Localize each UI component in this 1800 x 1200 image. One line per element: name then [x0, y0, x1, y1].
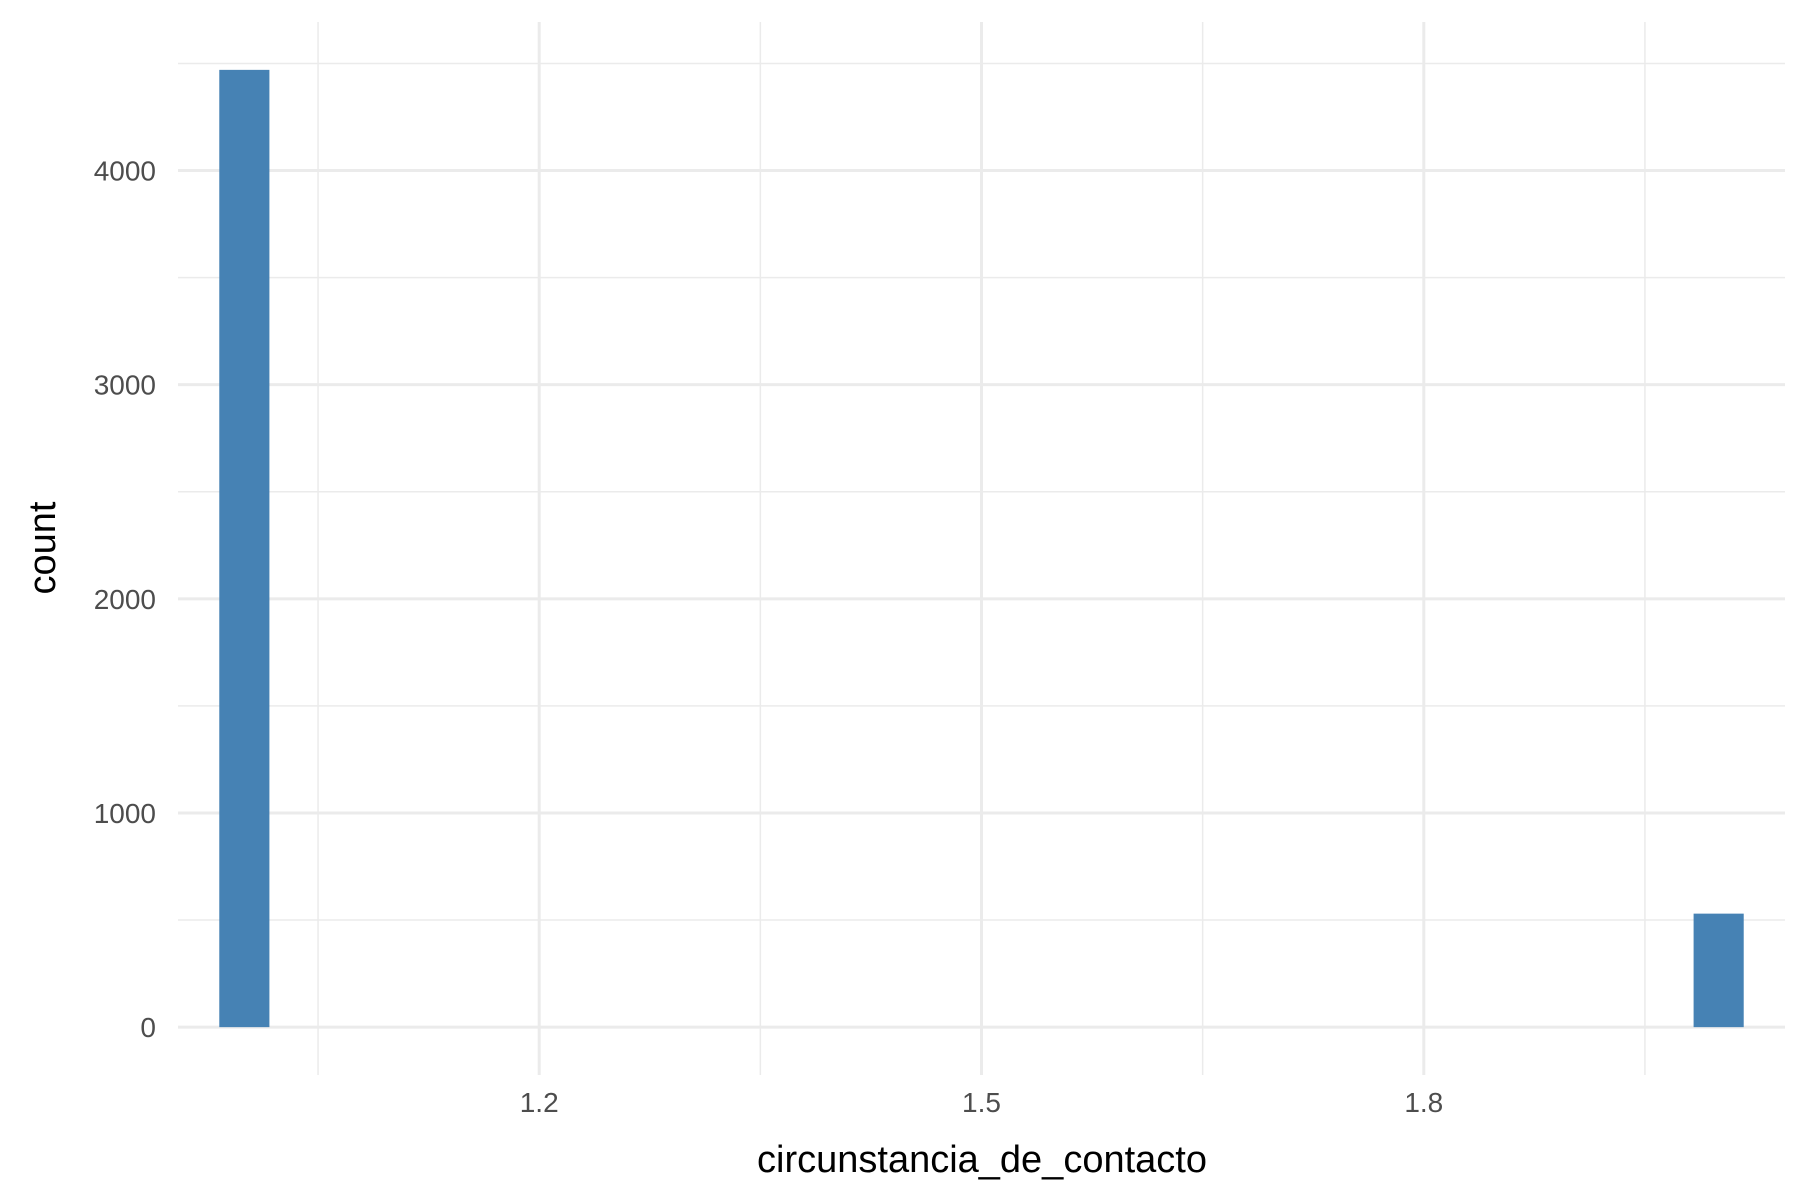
bar-1 — [219, 69, 270, 1028]
y-tick-label: 2000 — [94, 584, 156, 615]
y-axis-title: count — [22, 501, 64, 594]
x-axis-title: circunstancia_de_contacto — [757, 1139, 1207, 1181]
x-tick-label: 1.2 — [520, 1087, 559, 1118]
y-tick-label: 3000 — [94, 370, 156, 401]
y-tick-labels: 0 1000 2000 3000 4000 — [94, 156, 156, 1044]
y-tick-label: 0 — [140, 1012, 156, 1043]
grid-lines — [178, 22, 1785, 1075]
y-tick-label: 1000 — [94, 798, 156, 829]
bar-2 — [1693, 913, 1744, 1028]
y-tick-label: 4000 — [94, 156, 156, 187]
x-tick-label: 1.8 — [1404, 1087, 1443, 1118]
bars — [219, 69, 1744, 1028]
x-tick-label: 1.5 — [962, 1087, 1001, 1118]
x-tick-labels: 1.2 1.5 1.8 — [520, 1087, 1444, 1118]
